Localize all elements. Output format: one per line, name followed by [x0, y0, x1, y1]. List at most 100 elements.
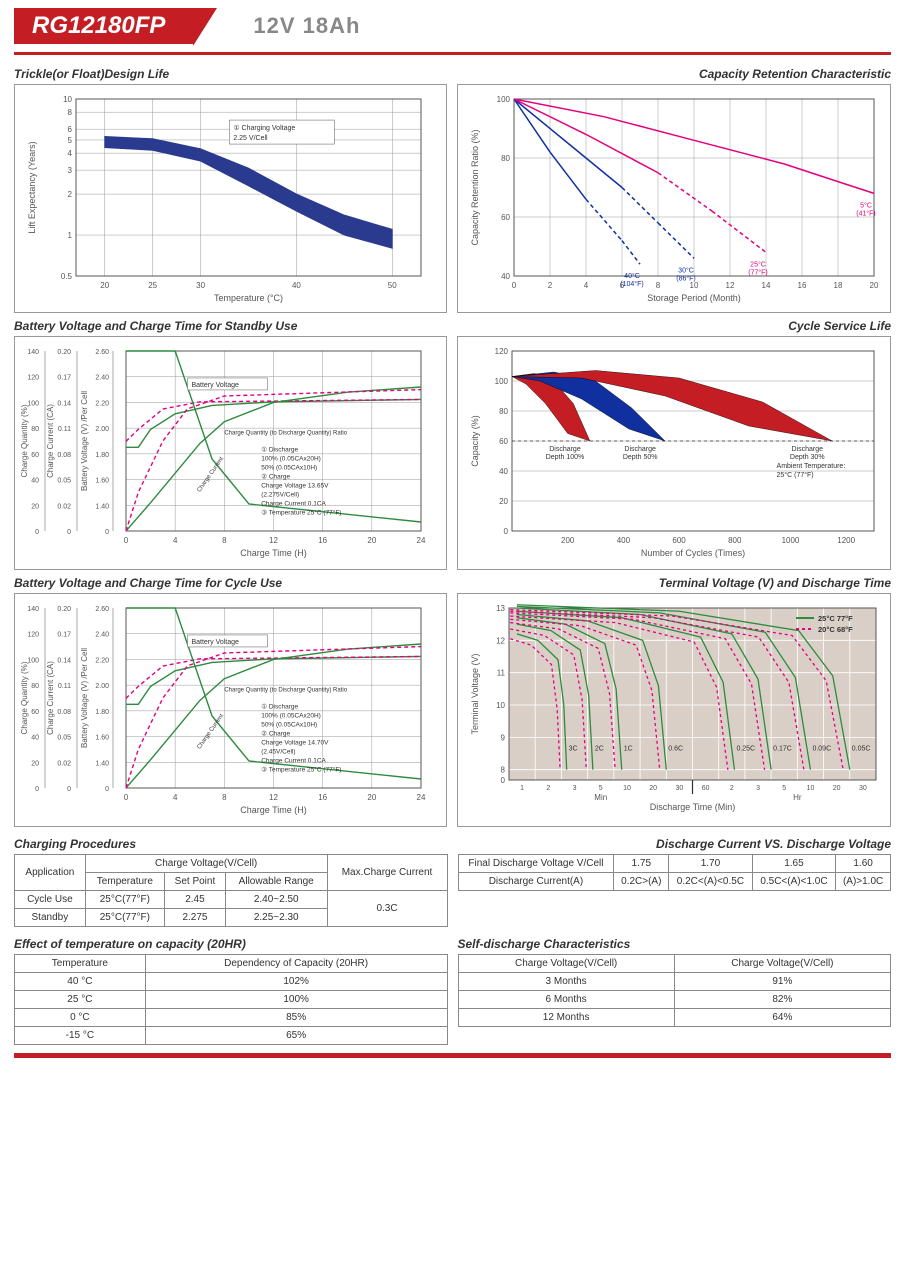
svg-text:400: 400	[617, 536, 631, 545]
svg-text:8: 8	[222, 536, 227, 545]
th-app: Application	[15, 855, 86, 891]
svg-text:0: 0	[67, 786, 71, 793]
svg-text:10: 10	[63, 95, 72, 104]
svg-text:0.11: 0.11	[58, 426, 71, 433]
svg-text:0.08: 0.08	[57, 452, 71, 459]
table-row: 12 Months64%	[458, 1009, 891, 1027]
svg-text:① Discharge: ① Discharge	[261, 702, 298, 710]
footer-bar	[14, 1053, 891, 1058]
th-set: Set Point	[165, 873, 226, 891]
svg-text:10: 10	[690, 281, 699, 290]
svg-text:120: 120	[27, 375, 39, 382]
svg-text:8: 8	[501, 766, 506, 775]
svg-text:40°C: 40°C	[624, 272, 640, 280]
svg-text:0.08: 0.08	[57, 709, 71, 716]
svg-text:Depth 50%: Depth 50%	[623, 454, 658, 461]
svg-text:Charge Voltage 13.65V: Charge Voltage 13.65V	[261, 482, 329, 489]
svg-text:20: 20	[367, 793, 376, 802]
svg-text:25°C: 25°C	[750, 260, 766, 268]
table-row: 0 °C85%	[15, 1009, 448, 1027]
svg-text:20: 20	[367, 536, 376, 545]
svg-text:1.60: 1.60	[95, 735, 109, 742]
th-max: Max.Charge Current	[327, 855, 447, 891]
svg-text:1: 1	[520, 785, 524, 792]
svg-text:Charge Quantity (to Discharge: Charge Quantity (to Discharge Quantity) …	[224, 431, 347, 437]
table-row: 25 °C100%	[15, 991, 448, 1009]
svg-text:0: 0	[124, 536, 129, 545]
svg-text:2.20: 2.20	[95, 400, 109, 407]
svg-text:0.20: 0.20	[57, 606, 71, 613]
table-row: 6 Months82%	[458, 991, 891, 1009]
spec-text: 12V 18Ah	[253, 13, 360, 39]
svg-text:5: 5	[68, 136, 73, 145]
svg-text:1C: 1C	[624, 745, 633, 752]
terminal-chart: 89101112130123510203060235102030MinHr3C2…	[457, 593, 891, 827]
svg-text:200: 200	[561, 536, 575, 545]
svg-text:Battery Voltage: Battery Voltage	[191, 639, 239, 646]
svg-text:2: 2	[548, 281, 553, 290]
terminal-title: Terminal Voltage (V) and Discharge Time	[457, 576, 891, 590]
svg-text:8: 8	[656, 281, 661, 290]
svg-text:20: 20	[499, 497, 508, 506]
svg-text:Charge Current (CA): Charge Current (CA)	[46, 661, 55, 735]
svg-text:2.60: 2.60	[95, 606, 109, 613]
svg-text:② Charge: ② Charge	[261, 472, 290, 480]
standby-chart: 0481216202402040608010012014000.020.050.…	[14, 336, 447, 570]
svg-text:0.05: 0.05	[57, 735, 71, 742]
svg-text:3: 3	[573, 785, 577, 792]
svg-text:10: 10	[623, 785, 631, 792]
svg-text:0.14: 0.14	[57, 400, 71, 407]
svg-text:2.20: 2.20	[95, 657, 109, 664]
svg-text:30: 30	[196, 281, 205, 290]
svg-text:0.05: 0.05	[57, 478, 71, 485]
svg-text:16: 16	[798, 281, 807, 290]
svg-text:1: 1	[68, 231, 73, 240]
svg-text:2C: 2C	[595, 745, 604, 752]
svg-text:0.02: 0.02	[57, 760, 71, 767]
svg-text:60: 60	[31, 452, 39, 459]
svg-text:Number of Cycles (Times): Number of Cycles (Times)	[641, 548, 745, 558]
svg-text:0.5: 0.5	[61, 272, 73, 281]
svg-text:(104°F): (104°F)	[620, 280, 643, 288]
svg-text:0.25C: 0.25C	[736, 745, 755, 752]
svg-text:0.05C: 0.05C	[852, 745, 871, 752]
dischargev-table: Final Discharge Voltage V/Cell 1.75 1.70…	[458, 854, 892, 891]
svg-text:0.14: 0.14	[57, 657, 71, 664]
svg-text:Charge Time (H): Charge Time (H)	[240, 548, 307, 558]
svg-text:40: 40	[31, 478, 39, 485]
svg-text:1.80: 1.80	[95, 452, 109, 459]
svg-text:12: 12	[269, 536, 278, 545]
svg-text:3: 3	[756, 785, 760, 792]
svg-text:1.80: 1.80	[95, 709, 109, 716]
model-badge: RG12180FP	[14, 8, 193, 44]
svg-text:20°C 68°F: 20°C 68°F	[818, 625, 853, 634]
svg-text:24: 24	[417, 536, 426, 545]
svg-text:100: 100	[497, 95, 511, 104]
svg-text:Storage Period (Month): Storage Period (Month)	[647, 293, 741, 303]
charging-title: Charging Procedures	[14, 837, 448, 851]
svg-text:Charge Time (H): Charge Time (H)	[240, 805, 307, 815]
svg-text:8: 8	[68, 108, 73, 117]
svg-text:40: 40	[499, 467, 508, 476]
svg-text:12: 12	[269, 793, 278, 802]
svg-text:120: 120	[27, 632, 39, 639]
svg-text:1.40: 1.40	[95, 760, 109, 767]
svg-text:Charge Current 0.1CA: Charge Current 0.1CA	[261, 500, 326, 507]
svg-text:80: 80	[31, 683, 39, 690]
svg-text:11: 11	[497, 669, 506, 678]
svg-text:Charge Current: Charge Current	[196, 456, 225, 494]
svg-text:0.11: 0.11	[58, 683, 71, 690]
svg-text:0: 0	[35, 529, 39, 536]
svg-text:25: 25	[148, 281, 157, 290]
tempeffect-title: Effect of temperature on capacity (20HR)	[14, 937, 448, 951]
svg-text:4: 4	[68, 149, 73, 158]
svg-text:25°C 77°F: 25°C 77°F	[818, 614, 853, 623]
svg-text:18: 18	[834, 281, 843, 290]
svg-text:80: 80	[499, 407, 508, 416]
svg-text:Charge Current (CA): Charge Current (CA)	[46, 404, 55, 478]
svg-text:0.09C: 0.09C	[812, 745, 831, 752]
svg-text:800: 800	[728, 536, 742, 545]
svg-text:2.60: 2.60	[95, 349, 109, 356]
svg-text:Capacity (%): Capacity (%)	[470, 415, 480, 467]
svg-text:(86°F): (86°F)	[676, 274, 696, 282]
